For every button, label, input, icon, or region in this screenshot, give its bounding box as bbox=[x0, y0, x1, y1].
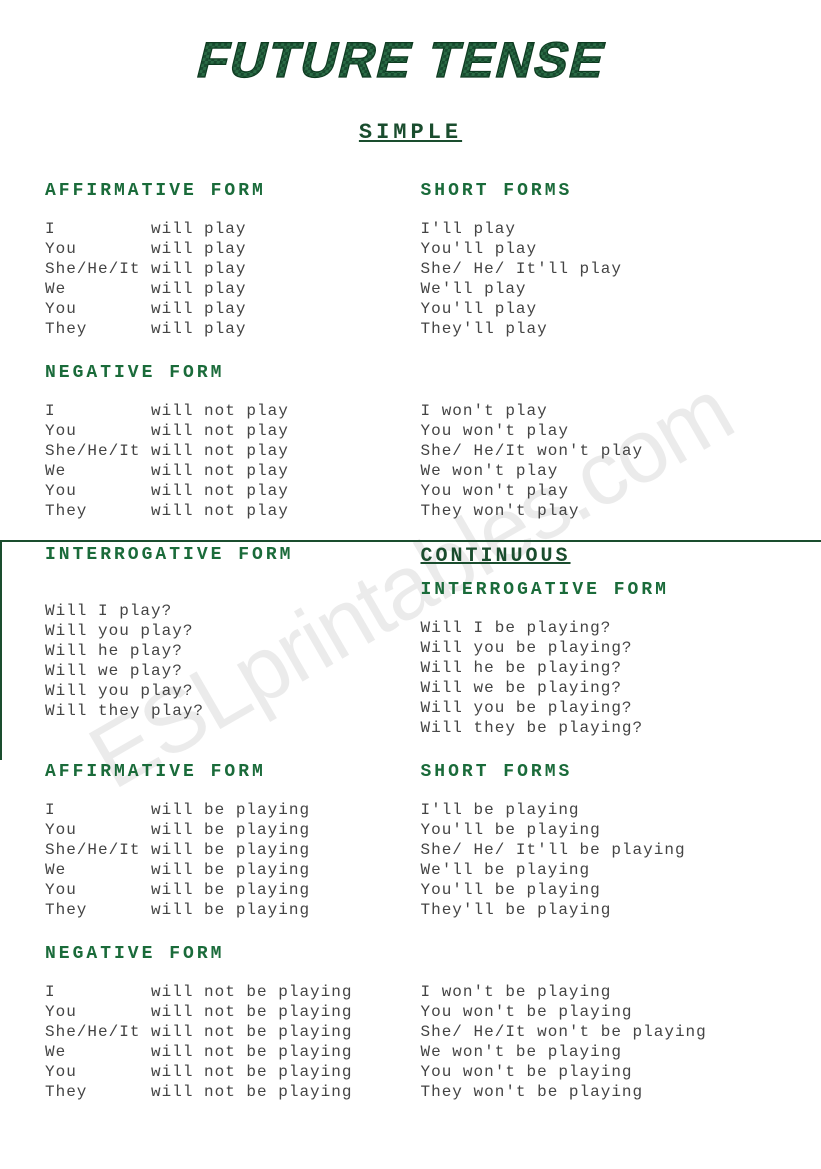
page-content: FUTURE TENSE SIMPLE AFFIRMATIVE FORM I w… bbox=[0, 0, 821, 1110]
heading-negative-cont: NEGATIVE FORM bbox=[45, 944, 401, 964]
title-container: FUTURE TENSE bbox=[0, 0, 821, 110]
continuous-negative-short-lines: I won't be playing You won't be playing … bbox=[421, 982, 777, 1102]
divider-top-right bbox=[396, 540, 821, 542]
heading-interrogative-continuous: INTERROGATIVE FORM bbox=[421, 580, 777, 600]
subtitle-continuous: CONTINUOUS bbox=[421, 545, 777, 568]
title-wordart: FUTURE TENSE bbox=[181, 25, 641, 95]
row-continuous-negative: NEGATIVE FORM I will not be playing You … bbox=[0, 928, 821, 1110]
heading-interrogative-simple: INTERROGATIVE FORM bbox=[45, 545, 401, 565]
heading-negative: NEGATIVE FORM bbox=[45, 363, 401, 383]
heading-short: SHORT FORMS bbox=[421, 181, 777, 201]
title-text: FUTURE TENSE bbox=[191, 32, 612, 88]
continuous-affirmative-lines: I will be playing You will be playing Sh… bbox=[45, 800, 401, 920]
row-continuous-affirmative: AFFIRMATIVE FORM I will be playing You w… bbox=[0, 746, 821, 928]
heading-affirmative: AFFIRMATIVE FORM bbox=[45, 181, 401, 201]
row-interrogative-continuous: INTERROGATIVE FORM Will I play? Will you… bbox=[0, 529, 821, 746]
row-simple-negative: NEGATIVE FORM I will not play You will n… bbox=[0, 347, 821, 529]
spacer bbox=[45, 583, 401, 601]
heading-short-cont: SHORT FORMS bbox=[421, 762, 777, 782]
subtitle-simple: SIMPLE bbox=[0, 120, 821, 145]
row-simple-affirmative: AFFIRMATIVE FORM I will play You will pl… bbox=[0, 165, 821, 347]
simple-interrogative-lines: Will I play? Will you play? Will he play… bbox=[45, 601, 401, 721]
continuous-negative-lines: I will not be playing You will not be pl… bbox=[45, 982, 401, 1102]
simple-negative-lines: I will not play You will not play She/He… bbox=[45, 401, 401, 521]
continuous-short-lines: I'll be playing You'll be playing She/ H… bbox=[421, 800, 777, 920]
simple-short-lines: I'll play You'll play She/ He/ It'll pla… bbox=[421, 219, 777, 339]
heading-affirmative-cont: AFFIRMATIVE FORM bbox=[45, 762, 401, 782]
simple-affirmative-lines: I will play You will play She/He/It will… bbox=[45, 219, 401, 339]
continuous-interrogative-lines: Will I be playing? Will you be playing? … bbox=[421, 618, 777, 738]
simple-negative-short-lines: I won't play You won't play She/ He/It w… bbox=[421, 401, 777, 521]
